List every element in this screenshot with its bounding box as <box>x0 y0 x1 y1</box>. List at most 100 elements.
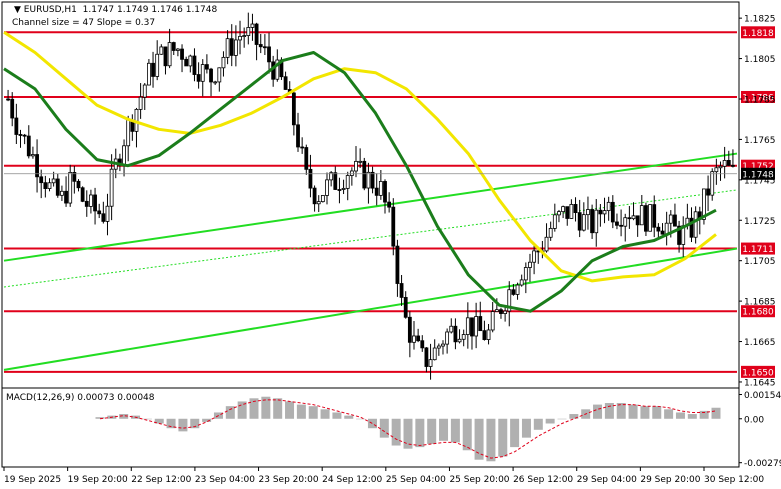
candle-body[interactable] <box>275 59 280 80</box>
candle-body[interactable] <box>60 190 64 196</box>
candle-body[interactable] <box>606 201 611 211</box>
candle-body[interactable] <box>171 42 176 51</box>
candle-body[interactable] <box>159 46 164 55</box>
candle-body[interactable] <box>627 217 632 220</box>
candle-body[interactable] <box>581 214 586 231</box>
candle-body[interactable] <box>494 309 499 312</box>
candle-body[interactable] <box>204 64 209 70</box>
candle-body[interactable] <box>105 205 110 222</box>
candle-body[interactable] <box>519 279 524 286</box>
candle-body[interactable] <box>138 96 143 110</box>
candle-body[interactable] <box>544 236 549 252</box>
candle-body[interactable] <box>499 309 503 314</box>
candle-body[interactable] <box>225 38 230 58</box>
candle-body[interactable] <box>598 209 603 215</box>
candle-body[interactable] <box>151 62 155 77</box>
candle-body[interactable] <box>250 23 255 28</box>
candle-body[interactable] <box>565 206 570 219</box>
candle-body[interactable] <box>296 124 300 148</box>
candle-body[interactable] <box>26 135 31 157</box>
candle-body[interactable] <box>395 245 400 284</box>
candle-body[interactable] <box>726 160 731 166</box>
candle-body[interactable] <box>337 189 342 191</box>
candle-body[interactable] <box>72 172 77 182</box>
candle-body[interactable] <box>420 340 425 349</box>
candle-body[interactable] <box>660 230 665 235</box>
candle-body[interactable] <box>416 335 421 342</box>
candle-body[interactable] <box>441 343 445 347</box>
candle-body[interactable] <box>503 310 508 314</box>
candle-body[interactable] <box>14 117 19 135</box>
candle-body[interactable] <box>577 212 582 231</box>
candle-body[interactable] <box>648 204 652 232</box>
candle-body[interactable] <box>714 167 719 173</box>
candle-body[interactable] <box>349 170 354 176</box>
candle-body[interactable] <box>109 168 114 207</box>
candle-body[interactable] <box>221 56 226 69</box>
candle-body[interactable] <box>267 46 271 63</box>
candle-body[interactable] <box>677 225 681 245</box>
candle-body[interactable] <box>238 35 242 41</box>
candle-body[interactable] <box>64 190 68 204</box>
candle-body[interactable] <box>602 210 607 215</box>
candle-body[interactable] <box>722 160 727 167</box>
candle-body[interactable] <box>22 134 27 137</box>
candle-body[interactable] <box>465 317 470 335</box>
candle-body[interactable] <box>167 42 172 67</box>
candle-body[interactable] <box>325 179 329 196</box>
candle-body[interactable] <box>424 347 429 367</box>
candle-body[interactable] <box>623 217 628 227</box>
candle-body[interactable] <box>217 67 222 83</box>
candle-body[interactable] <box>399 283 404 298</box>
candle-body[interactable] <box>304 147 309 170</box>
candle-body[interactable] <box>594 209 599 234</box>
candle-body[interactable] <box>229 38 234 56</box>
candle-body[interactable] <box>615 221 619 226</box>
candle-body[interactable] <box>31 154 35 157</box>
candle-body[interactable] <box>552 214 557 229</box>
candle-body[interactable] <box>200 64 205 82</box>
candle-body[interactable] <box>403 297 408 318</box>
candle-body[interactable] <box>209 68 213 83</box>
candle-body[interactable] <box>329 172 334 181</box>
candle-body[interactable] <box>523 267 528 281</box>
candle-body[interactable] <box>192 55 197 75</box>
trend-line[interactable] <box>3 247 738 371</box>
candle-body[interactable] <box>142 84 147 98</box>
candle-body[interactable] <box>718 165 723 169</box>
candle-body[interactable] <box>341 187 346 190</box>
candle-body[interactable] <box>39 176 44 184</box>
candle-body[interactable] <box>610 201 615 223</box>
candle-body[interactable] <box>345 175 350 189</box>
candle-body[interactable] <box>668 214 673 224</box>
candle-body[interactable] <box>449 325 454 333</box>
candle-body[interactable] <box>586 209 590 216</box>
candle-body[interactable] <box>590 209 594 234</box>
candle-body[interactable] <box>184 58 189 67</box>
candle-body[interactable] <box>515 284 520 295</box>
candle-body[interactable] <box>474 316 479 337</box>
candle-body[interactable] <box>432 347 437 361</box>
candle-body[interactable] <box>175 48 180 51</box>
candle-body[interactable] <box>693 211 698 238</box>
candle-body[interactable] <box>258 44 263 48</box>
candle-body[interactable] <box>569 204 574 219</box>
candle-body[interactable] <box>354 160 358 172</box>
candle-body[interactable] <box>68 172 73 204</box>
candle-body[interactable] <box>362 160 367 189</box>
candle-body[interactable] <box>10 98 15 119</box>
candle-body[interactable] <box>89 194 93 207</box>
candle-body[interactable] <box>470 317 474 337</box>
candle-body[interactable] <box>391 206 396 247</box>
candle-body[interactable] <box>101 213 106 222</box>
candle-body[interactable] <box>383 181 387 203</box>
candle-body[interactable] <box>689 217 694 238</box>
candle-body[interactable] <box>644 205 648 232</box>
candle-body[interactable] <box>532 250 537 263</box>
candle-body[interactable] <box>702 188 706 220</box>
candle-body[interactable] <box>457 338 462 343</box>
candle-body[interactable] <box>507 289 512 312</box>
candle-body[interactable] <box>673 214 677 227</box>
candle-body[interactable] <box>482 330 487 340</box>
